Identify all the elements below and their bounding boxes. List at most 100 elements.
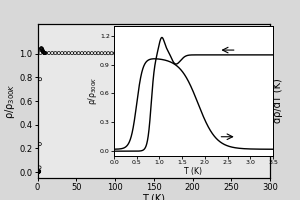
Point [185,52,190,55]
Point [36,170,41,174]
Point [198,52,203,55]
Point [76,52,81,55]
Point [235,52,239,55]
Point [244,52,249,55]
Point [35,170,40,174]
Y-axis label: ρ/ρ$_{300K}$: ρ/ρ$_{300K}$ [3,83,16,119]
Point [35,170,40,174]
Point [238,52,243,55]
Point [175,52,180,55]
Point [39,47,44,50]
Point [53,51,58,55]
X-axis label: T (K): T (K) [142,193,165,200]
Point [36,170,41,173]
Point [37,170,41,173]
Point [149,52,154,55]
Point [225,52,230,55]
Point [264,52,269,55]
Point [38,142,42,146]
Point [172,52,177,55]
Point [37,169,42,173]
Point [43,51,48,55]
Point [40,48,45,51]
Point [99,52,104,55]
Point [122,52,127,55]
Point [36,170,40,174]
Point [42,51,47,55]
Point [46,51,51,55]
Point [63,51,68,55]
Point [39,47,44,50]
Point [162,52,167,55]
Point [41,50,46,53]
Point [178,52,183,55]
Point [106,52,111,55]
Point [109,52,114,55]
Point [43,51,47,55]
Point [42,51,46,54]
Point [89,52,94,55]
Point [35,170,40,174]
Point [38,48,43,51]
Point [50,51,55,55]
Point [36,170,41,173]
Point [248,52,253,55]
Point [56,51,61,55]
Point [261,52,266,55]
Point [96,52,101,55]
Y-axis label: ρ/ρ$_{300K}$: ρ/ρ$_{300K}$ [85,77,99,105]
Point [258,52,262,55]
Point [36,170,40,174]
Point [159,52,164,55]
Point [231,52,236,55]
Point [268,52,272,55]
Point [152,52,157,55]
Point [70,52,74,55]
Point [119,52,124,55]
Point [215,52,220,55]
Point [251,52,256,55]
Point [37,170,41,173]
Point [41,51,46,54]
Point [208,52,213,55]
Point [40,50,45,53]
Point [136,52,140,55]
Point [60,51,64,55]
Point [36,170,41,174]
Point [221,52,226,55]
Point [146,52,150,55]
Point [40,47,44,50]
Point [212,52,216,55]
Point [126,52,130,55]
Point [132,52,137,55]
Text: 1T-NbTeSe: 1T-NbTeSe [216,29,263,38]
Point [195,52,200,55]
Point [41,51,46,54]
Point [39,47,44,50]
Point [36,170,41,173]
Point [228,52,233,55]
Point [218,52,223,55]
Point [73,52,78,55]
Point [241,52,246,55]
Point [112,52,117,55]
Point [36,170,41,174]
Point [86,52,91,55]
Point [142,52,147,55]
Point [155,52,160,55]
Point [205,52,210,55]
Point [37,166,42,169]
Point [139,52,144,55]
Point [36,170,41,174]
Point [93,52,98,55]
Point [66,51,71,55]
X-axis label: T (K): T (K) [184,167,202,176]
Y-axis label: dρ/dT (K): dρ/dT (K) [273,79,283,123]
Point [40,49,45,52]
Point [36,170,40,174]
Point [188,52,193,55]
Point [35,170,40,174]
Point [42,51,47,55]
Point [37,170,41,173]
Point [129,52,134,55]
